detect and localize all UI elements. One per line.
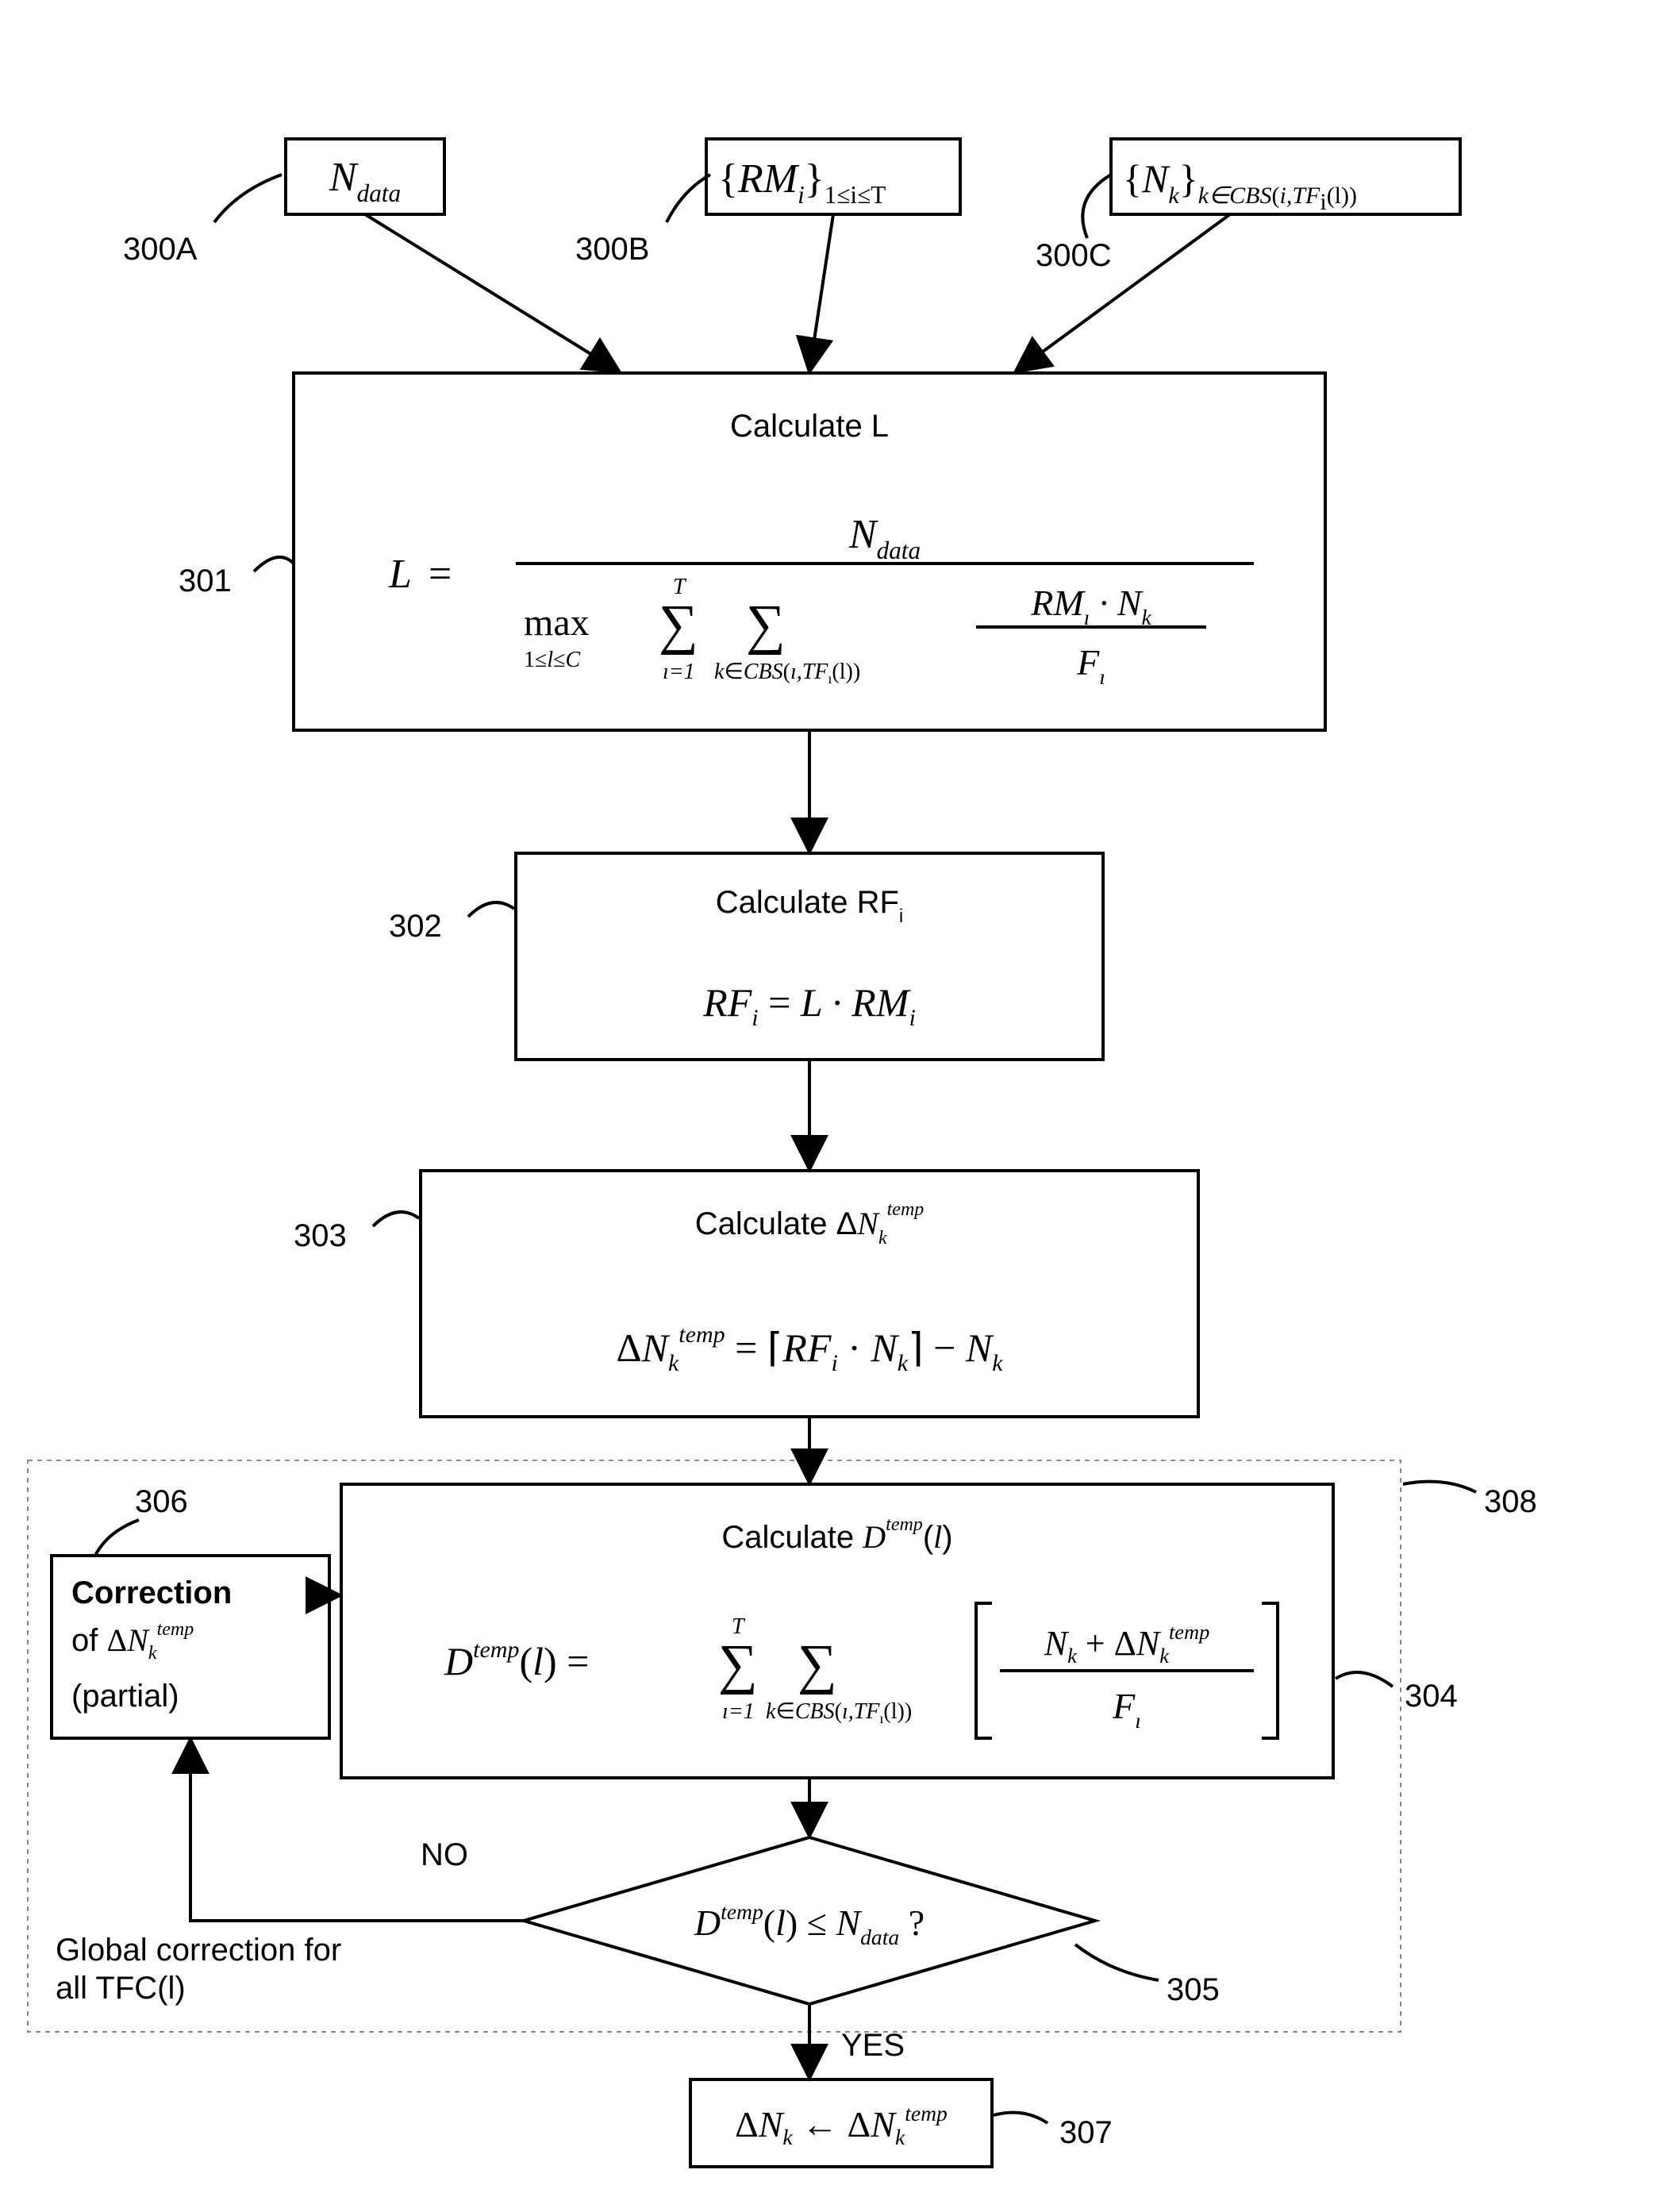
svg-text:∑: ∑ [798,1634,837,1695]
input-nk: {Nk}k∈CBS(i,TFi(l)) [1111,139,1460,215]
svg-text:(partial): (partial) [71,1679,179,1714]
svg-text:305: 305 [1167,1972,1220,2007]
svg-text:=: = [429,552,452,597]
node-correction: Correction of ΔNktemp (partial) [52,1556,329,1738]
label-global2: all TFC(l) [56,1971,186,2006]
svg-text:301: 301 [179,564,232,598]
svg-text:306: 306 [135,1484,188,1519]
svg-text:300C: 300C [1036,238,1112,273]
svg-text:k∈CBS(ı,TFı(l)): k∈CBS(ı,TFı(l)) [714,660,860,687]
label-yes: YES [841,2028,905,2063]
node-calculate-rfi: Calculate RFi RFi = L · RMi [516,853,1103,1060]
title-301: Calculate L [730,409,889,444]
input-ndata: Ndata [286,139,444,214]
svg-text:∑: ∑ [659,594,698,656]
svg-text:T: T [732,1614,746,1639]
svg-text:302: 302 [389,909,442,944]
svg-text:∑: ∑ [718,1634,758,1695]
decision-dtemp: Dtemp(l) ≤ Ndata ? [524,1837,1095,2004]
input-rmi: {RMi}1≤i≤T [706,139,960,214]
svg-text:308: 308 [1484,1484,1537,1519]
svg-text:max: max [524,602,590,644]
edge-b-301 [809,214,833,371]
svg-text:ı=1: ı=1 [722,1699,755,1724]
svg-text:303: 303 [294,1218,347,1253]
svg-text:304: 304 [1405,1679,1458,1714]
label-no: NO [421,1837,468,1872]
svg-text:300A: 300A [123,232,198,267]
svg-text:ı=1: ı=1 [663,660,695,684]
svg-text:RMı · Nk: RMı · Nk [1030,583,1151,629]
svg-text:1≤l≤C: 1≤l≤C [524,648,581,672]
svg-text:300B: 300B [575,232,649,267]
node-assign: ΔNk ← ΔNktemp [690,2079,992,2167]
node-calculate-dnk: Calculate ΔNktemp ΔNktemp = ⌈RFi · Nk⌉ −… [421,1171,1198,1417]
node-calculate-l: Calculate L L = Ndata max 1≤l≤C ∑ ı=1 T … [294,373,1325,730]
svg-text:k∈CBS(ı,TFı(l)): k∈CBS(ı,TFı(l)) [766,1699,912,1726]
svg-text:Correction: Correction [71,1575,232,1610]
svg-text:L: L [388,552,412,597]
label-global1: Global correction for [56,1933,341,1968]
svg-text:307: 307 [1059,2115,1113,2150]
svg-text:T: T [673,575,687,599]
svg-text:RFi = L · RMi: RFi = L · RMi [702,980,916,1031]
node-calculate-dtemp: Calculate Dtemp(l) Dtemp(l) = ∑ ı=1 T ∑ … [341,1484,1333,1778]
svg-text:∑: ∑ [746,594,786,656]
